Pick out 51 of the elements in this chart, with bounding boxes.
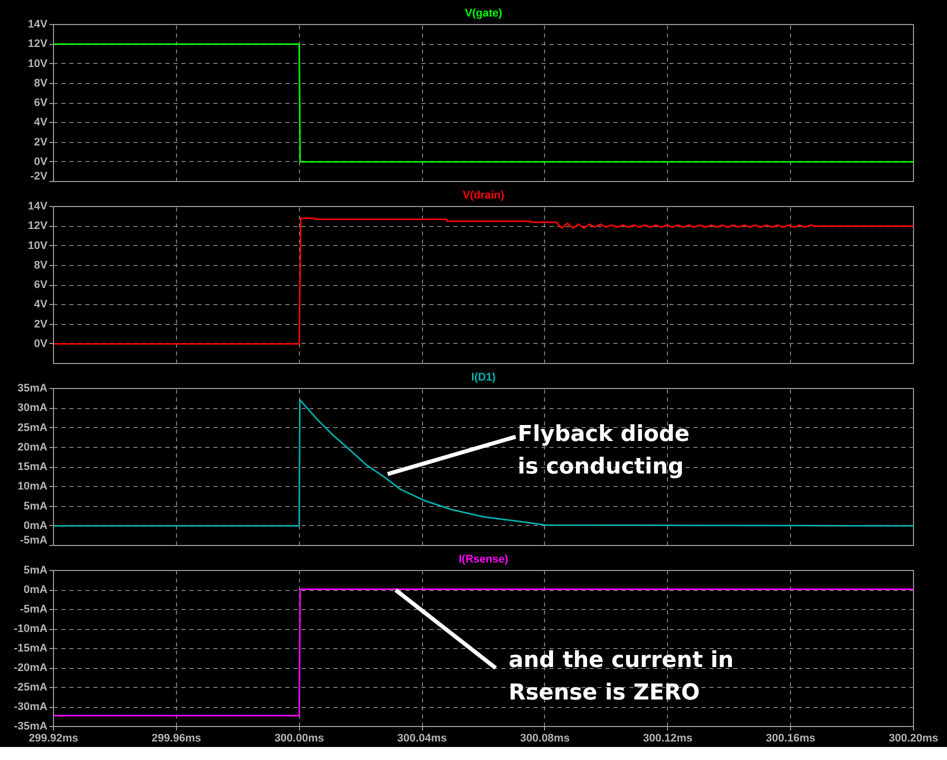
y-tick-label: 0mA	[24, 584, 48, 596]
y-tick-label: 12V	[28, 220, 48, 232]
y-tick-label: -35mA	[14, 720, 48, 732]
y-tick-label: -15mA	[14, 642, 48, 654]
x-tick-label: 300.16ms	[766, 732, 816, 744]
x-tick-label: 299.92ms	[28, 732, 78, 744]
y-tick-label: 14V	[28, 200, 48, 212]
y-tick-label: 0V	[34, 156, 48, 168]
y-tick-label: -10mA	[14, 623, 48, 635]
chart-title: I(D1)	[471, 372, 496, 384]
y-tick-label: 8V	[34, 259, 48, 272]
y-tick-label: 2V	[34, 136, 48, 148]
y-tick-label: 6V	[34, 279, 48, 291]
y-tick-label: 25mA	[18, 422, 48, 434]
chart-title: I(Rsense)	[458, 554, 509, 566]
y-tick-label: 12V	[28, 38, 48, 50]
y-tick-label: 5mA	[24, 500, 48, 512]
y-tick-label: 6V	[34, 97, 48, 109]
x-tick-label: 300.12ms	[643, 732, 693, 744]
y-tick-label: 14V	[28, 18, 48, 30]
annotation: and the current in Rsense is ZERO	[508, 648, 734, 706]
line-series	[54, 399, 914, 527]
y-tick-label: 10V	[28, 240, 48, 252]
y-tick-label: 4V	[34, 116, 48, 129]
line-series	[54, 218, 914, 345]
y-tick-label: 0mA	[24, 520, 48, 532]
y-tick-label: 0V	[34, 338, 48, 350]
y-tick-label: -5mA	[20, 604, 48, 616]
y-tick-label: 35mA	[18, 382, 48, 394]
chart-title: V(gate)	[464, 8, 502, 20]
y-tick-label: 15mA	[18, 461, 48, 473]
y-tick-label: 2V	[34, 318, 48, 330]
y-tick-label: 10mA	[18, 480, 48, 493]
y-tick-label: 30mA	[18, 402, 48, 414]
y-tick-label: -20mA	[14, 662, 48, 674]
y-tick-label: 20mA	[18, 441, 48, 454]
x-tick-label: 300.04ms	[397, 732, 447, 744]
x-tick-label: 299.96ms	[152, 732, 202, 744]
x-tick-label: 300.08ms	[520, 732, 570, 744]
annotation: Flyback diode is conducting	[518, 422, 690, 480]
y-tick-label: -25mA	[14, 682, 48, 694]
x-tick-label: 300.00ms	[274, 732, 324, 744]
y-tick-label: 5mA	[24, 564, 48, 576]
chart-title: V(drain)	[462, 190, 505, 202]
y-tick-label: -5mA	[20, 534, 48, 546]
x-tick-label: 300.20ms	[888, 732, 938, 744]
y-tick-label: 8V	[34, 77, 48, 90]
y-tick-label: 4V	[34, 298, 48, 311]
y-tick-label: -2V	[30, 170, 48, 182]
y-tick-label: 10V	[28, 58, 48, 70]
y-tick-label: -30mA	[14, 701, 48, 713]
